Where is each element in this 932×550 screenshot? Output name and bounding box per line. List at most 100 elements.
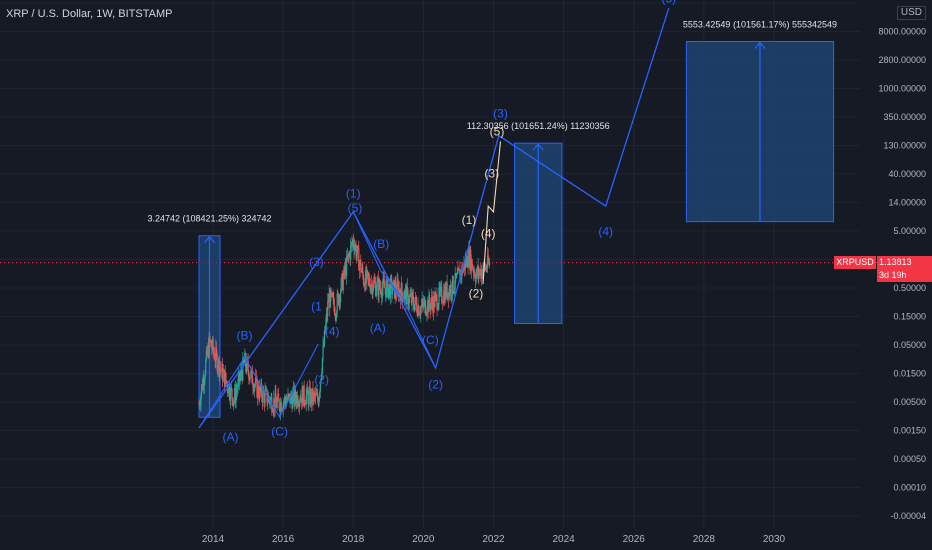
wave-label: (1) — [346, 186, 361, 200]
candle-body — [326, 313, 328, 317]
candle-body — [240, 370, 242, 377]
candle-body — [378, 280, 380, 296]
candle-body — [212, 339, 214, 351]
candle-body — [307, 393, 309, 405]
corrective-wave-line — [198, 343, 319, 429]
candle-body — [263, 389, 265, 394]
candle-body — [420, 305, 423, 308]
candle-body — [293, 388, 295, 404]
candle-body — [360, 260, 362, 273]
candle-body — [231, 388, 233, 398]
candle-body — [234, 388, 236, 401]
candle-body — [374, 281, 376, 283]
candle-body — [270, 397, 272, 399]
candle-body — [424, 300, 426, 302]
candle-body — [330, 289, 332, 296]
candle-body — [235, 392, 237, 403]
candle-body — [252, 387, 255, 392]
candle-body — [391, 280, 393, 295]
candle-body — [288, 393, 290, 395]
candle-body — [375, 282, 377, 296]
price-axis-tick-label: 8000.00000 — [878, 27, 926, 37]
candle-body — [480, 270, 483, 279]
ticker-tag: XRPUSD — [834, 256, 876, 269]
candle-body — [269, 399, 271, 404]
candle-body — [470, 249, 472, 271]
candle-body — [292, 393, 294, 409]
candle-body — [411, 292, 413, 304]
candle-body — [318, 396, 320, 406]
candle-body — [277, 393, 279, 401]
candle-body — [361, 267, 363, 271]
wave-label: (5) — [490, 125, 505, 139]
candle-body — [381, 294, 383, 298]
bar-countdown: 3d 19h — [877, 269, 932, 282]
price-axis-tick-label: 5.00000 — [893, 226, 926, 236]
candle-body — [210, 340, 212, 347]
candle-body — [384, 287, 386, 289]
candle-body — [317, 399, 319, 406]
candle-body — [278, 399, 280, 409]
candle-body — [211, 346, 213, 350]
candle-body — [321, 358, 323, 374]
candle-body — [306, 387, 309, 394]
currency-badge[interactable]: USD — [896, 6, 926, 20]
candle-body — [219, 368, 221, 377]
candle-body — [319, 391, 321, 397]
candle-body — [393, 280, 395, 282]
candle-body — [300, 397, 302, 401]
candle-body — [351, 242, 353, 244]
wave-label: (1 — [311, 300, 322, 314]
candle-body — [277, 393, 280, 400]
candle-body — [213, 350, 215, 354]
candle-body — [238, 372, 241, 382]
wave-label: (4) — [325, 324, 340, 338]
candle-body — [217, 359, 220, 369]
candle-body — [370, 283, 373, 287]
candle-body — [273, 398, 276, 410]
candle-body — [324, 330, 326, 334]
price-axis-tick-label: 2800.00000 — [878, 55, 926, 65]
candle-body — [360, 270, 363, 273]
candle-body — [350, 242, 352, 245]
candle-body — [243, 362, 245, 363]
candle-body — [390, 278, 392, 281]
candle-body — [242, 357, 245, 363]
candle-body — [217, 368, 219, 371]
candle-body — [366, 270, 369, 273]
candles — [198, 233, 491, 421]
candle-body — [294, 388, 296, 399]
time-axis-tick-label: 2014 — [202, 534, 225, 545]
candle-body — [304, 401, 306, 405]
candle-body — [409, 296, 411, 297]
candle-body — [383, 278, 385, 282]
candle-body — [323, 330, 325, 346]
candle-body — [379, 280, 381, 288]
candle-body — [471, 259, 473, 269]
candle-body — [388, 284, 390, 289]
candle-body — [199, 404, 201, 406]
candle-body — [358, 263, 361, 271]
candle-body — [276, 400, 278, 408]
candle-body — [325, 323, 327, 334]
candle-body — [209, 340, 212, 341]
candle-body — [331, 293, 334, 297]
candle-body — [284, 397, 286, 403]
candle-body — [474, 277, 477, 282]
candle-body — [327, 301, 329, 317]
wave-label: (4) — [481, 226, 496, 240]
candle-body — [488, 262, 491, 266]
candle-body — [364, 270, 367, 290]
candle-body — [335, 314, 337, 318]
candle-body — [478, 266, 480, 276]
candle-body — [213, 353, 216, 360]
candle-body — [306, 387, 308, 396]
corrective-wave-line-2 — [352, 211, 437, 369]
candle-body — [282, 403, 284, 410]
price-axis-tick-label: 0.00500 — [893, 397, 926, 407]
candle-body — [413, 305, 415, 311]
candle-body — [476, 268, 479, 276]
candle-body — [344, 264, 346, 273]
candle-body — [465, 258, 467, 265]
